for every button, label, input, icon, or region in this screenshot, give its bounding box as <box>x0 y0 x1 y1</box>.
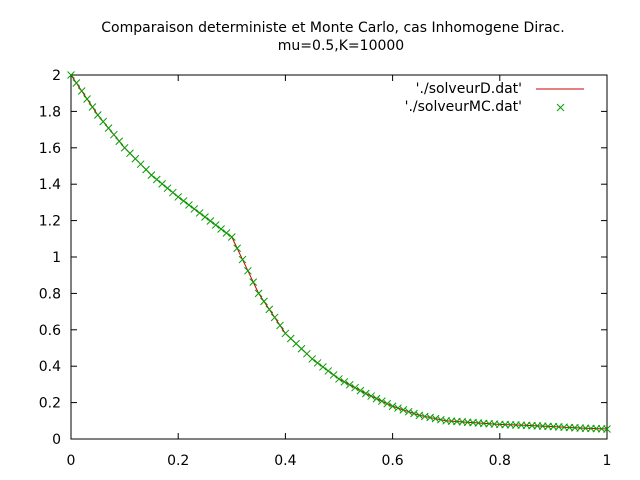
mc-point <box>404 407 413 416</box>
mc-point <box>147 171 156 179</box>
mc-point <box>185 201 193 209</box>
mc-point <box>603 425 611 433</box>
legend-label-solveurD: './solveurD.dat' <box>416 81 522 97</box>
mc-point <box>158 179 166 188</box>
mc-point <box>163 184 172 193</box>
mc-point <box>174 193 183 201</box>
x-tick-label: 0.2 <box>167 453 189 469</box>
mc-point <box>195 209 204 217</box>
mc-point <box>378 397 386 405</box>
series-layer <box>67 71 611 433</box>
mc-point <box>335 375 343 383</box>
mc-point <box>168 188 177 197</box>
mc-point <box>77 87 86 95</box>
mc-point <box>383 399 392 408</box>
mc-point <box>313 359 322 367</box>
y-tick-label: 1.4 <box>39 177 61 193</box>
mc-point <box>254 289 263 298</box>
mc-point <box>206 217 215 225</box>
y-tick-label: 0.2 <box>39 396 61 412</box>
mc-point <box>351 383 359 392</box>
y-tick-label: 1.6 <box>39 141 61 157</box>
legend-label-solveurMC: './solveurMC.dat' <box>405 99 522 115</box>
series-line-solveurD <box>70 74 608 430</box>
mc-point <box>99 117 108 126</box>
y-tick-label: 2 <box>52 68 61 84</box>
x-tick-label: 0.4 <box>274 453 296 469</box>
chart-title-line2: mu=0.5,K=10000 <box>278 38 404 54</box>
mc-point <box>201 213 209 221</box>
x-axis: 0 0.2 0.4 0.6 0.8 1 <box>67 75 612 469</box>
mc-point <box>190 205 199 213</box>
mc-point <box>152 175 161 184</box>
y-tick-label: 0.6 <box>39 323 61 339</box>
mc-point <box>238 255 247 264</box>
x-tick-label: 1 <box>603 453 612 469</box>
mc-point <box>410 409 418 418</box>
mc-point <box>265 305 274 314</box>
mc-point <box>356 386 365 395</box>
mc-point <box>110 130 118 139</box>
plot-area-border <box>70 74 608 440</box>
mc-point <box>249 278 258 286</box>
mc-point <box>308 355 317 363</box>
legend-swatch-solveurMC <box>556 103 565 112</box>
mc-point <box>399 406 408 414</box>
mc-point <box>361 389 370 398</box>
mc-point <box>367 392 376 400</box>
mc-point <box>222 229 231 237</box>
mc-point <box>233 244 242 253</box>
mc-point <box>93 111 102 119</box>
mc-point <box>276 321 284 330</box>
y-tick-label: 0 <box>52 432 61 448</box>
mc-point <box>260 297 268 306</box>
mc-point <box>340 377 349 386</box>
mc-point <box>179 197 188 205</box>
mc-point <box>72 79 81 87</box>
x-tick-label: 0.6 <box>381 453 403 469</box>
mc-point <box>67 71 75 79</box>
mc-point <box>217 225 225 233</box>
mc-point <box>329 371 338 379</box>
mc-point <box>394 404 402 412</box>
mc-point <box>227 233 236 241</box>
mc-point <box>211 221 220 229</box>
y-tick-label: 1.8 <box>39 104 61 120</box>
x-tick-label: 0 <box>67 453 76 469</box>
mc-point <box>345 380 354 389</box>
y-tick-label: 1 <box>52 250 61 266</box>
y-tick-label: 0.8 <box>39 286 61 302</box>
mc-point <box>372 394 381 403</box>
y-axis: 0 0.2 0.4 0.6 0.8 1 1.2 1.4 1.6 1.8 2 <box>39 68 607 448</box>
mc-point <box>83 95 91 103</box>
mc-point <box>244 266 252 275</box>
legend: './solveurD.dat' './solveurMC.dat' <box>405 81 584 115</box>
y-tick-label: 1.2 <box>39 214 61 230</box>
y-tick-label: 0.4 <box>39 359 61 375</box>
chart-title-line1: Comparaison deterministe et Monte Carlo,… <box>101 20 564 36</box>
mc-point <box>319 363 327 371</box>
mc-point <box>270 313 279 322</box>
mc-point <box>388 402 397 411</box>
mc-point <box>104 124 113 132</box>
x-tick-label: 0.8 <box>489 453 511 469</box>
mc-point <box>324 367 333 375</box>
mc-point <box>88 103 97 111</box>
mc-point <box>115 137 124 146</box>
